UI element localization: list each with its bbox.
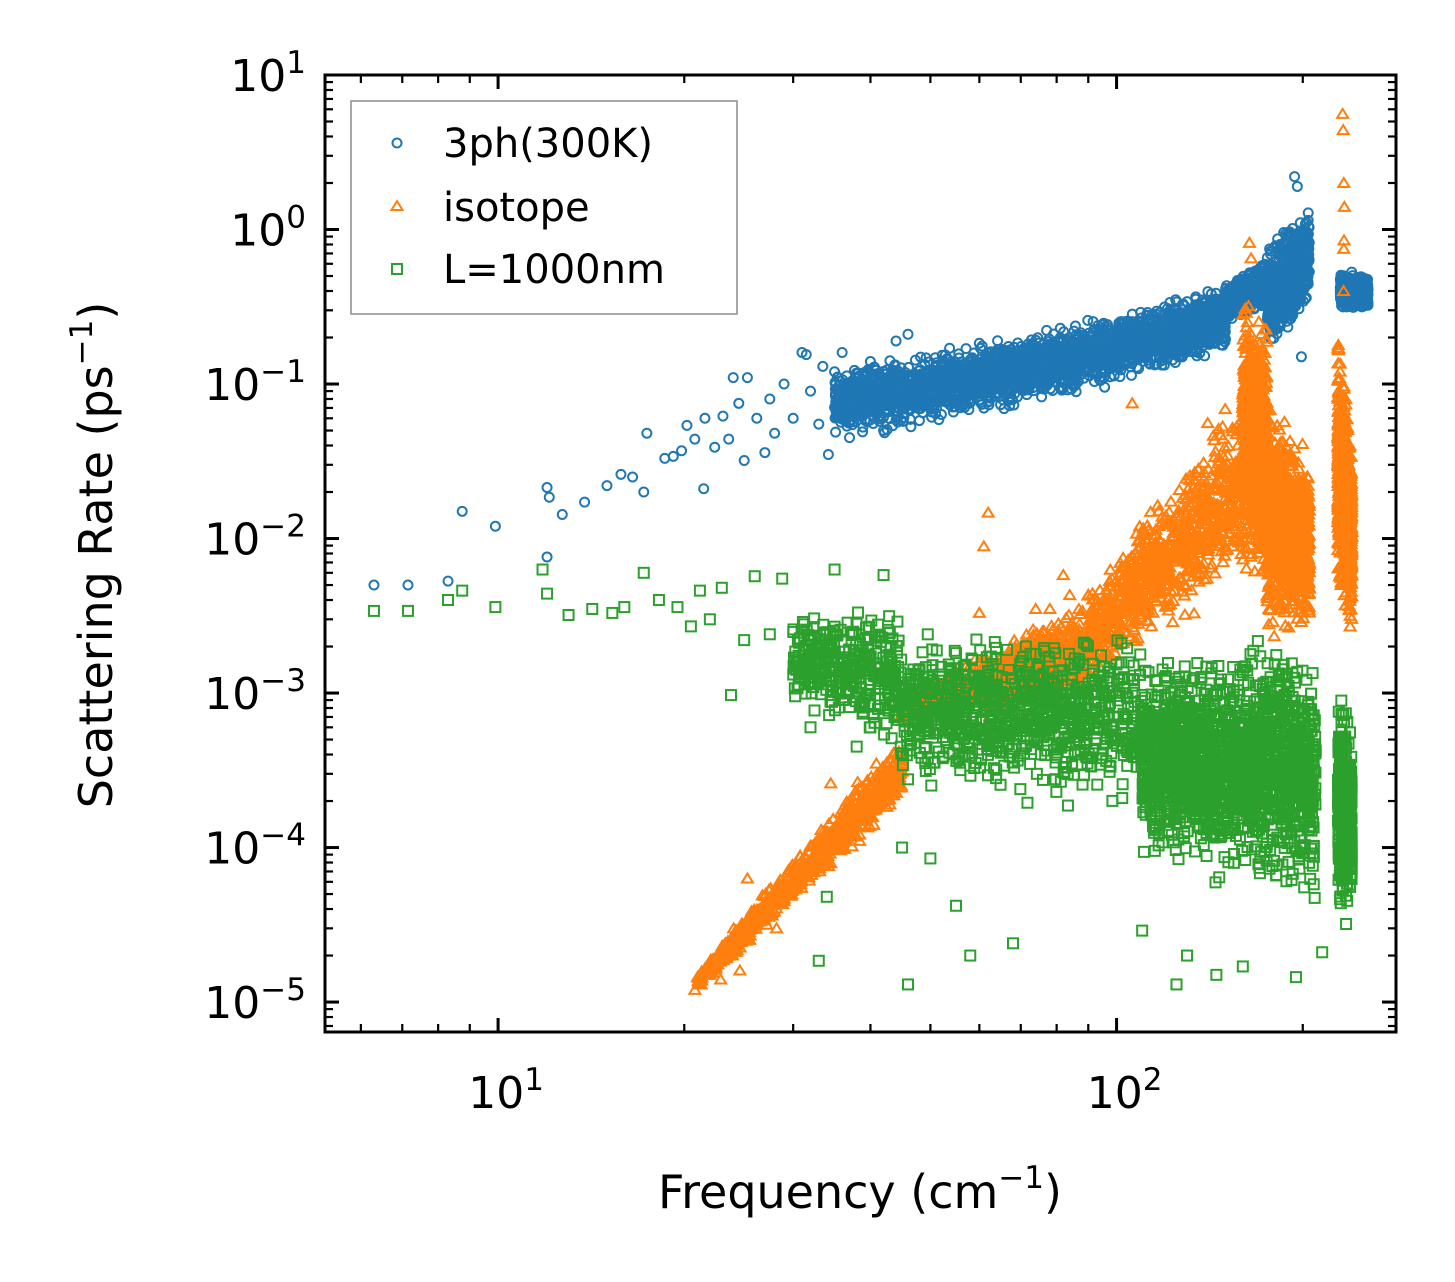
- data-point: [833, 402, 845, 414]
- data-point: [857, 421, 869, 433]
- data-point: [908, 368, 920, 380]
- data-point: [861, 405, 873, 417]
- data-point: [956, 375, 968, 387]
- data-point: [905, 421, 917, 433]
- data-layer: [367, 106, 1374, 995]
- data-point: [964, 353, 976, 365]
- data-point: [933, 414, 945, 426]
- data-point: [947, 406, 959, 418]
- data-point: [877, 411, 889, 423]
- data-point: [938, 382, 950, 394]
- data-point: [860, 381, 872, 393]
- data-point: [1082, 314, 1094, 326]
- data-point: [959, 395, 971, 407]
- data-point: [875, 385, 887, 397]
- data-point: [910, 402, 922, 414]
- data-point: [920, 396, 932, 408]
- series-3ph-300k-: [368, 171, 1374, 591]
- data-point: [956, 359, 968, 371]
- data-point: [929, 361, 941, 373]
- data-point: [890, 414, 902, 426]
- data-point: [845, 397, 857, 409]
- data-point: [898, 403, 910, 415]
- data-point: [889, 359, 901, 371]
- data-point: [875, 378, 887, 390]
- data-point: [905, 380, 917, 392]
- data-point: [861, 392, 873, 404]
- data-point: [898, 398, 910, 410]
- data-point: [857, 426, 869, 438]
- data-point: [915, 351, 927, 363]
- data-point: [895, 362, 907, 374]
- data-point: [830, 426, 842, 438]
- data-point: [889, 377, 901, 389]
- data-point: [926, 406, 938, 418]
- data-point: [850, 368, 862, 380]
- data-point: [973, 337, 985, 349]
- data-point: [939, 349, 951, 361]
- data-point: [895, 414, 907, 426]
- data-point: [829, 412, 841, 424]
- data-point: [921, 388, 933, 400]
- data-point: [931, 380, 943, 392]
- data-point: [874, 398, 886, 410]
- data-point: [957, 400, 969, 412]
- data-point: [939, 364, 951, 376]
- data-point: [844, 416, 856, 428]
- data-point: [835, 391, 847, 403]
- data-point: [886, 398, 898, 410]
